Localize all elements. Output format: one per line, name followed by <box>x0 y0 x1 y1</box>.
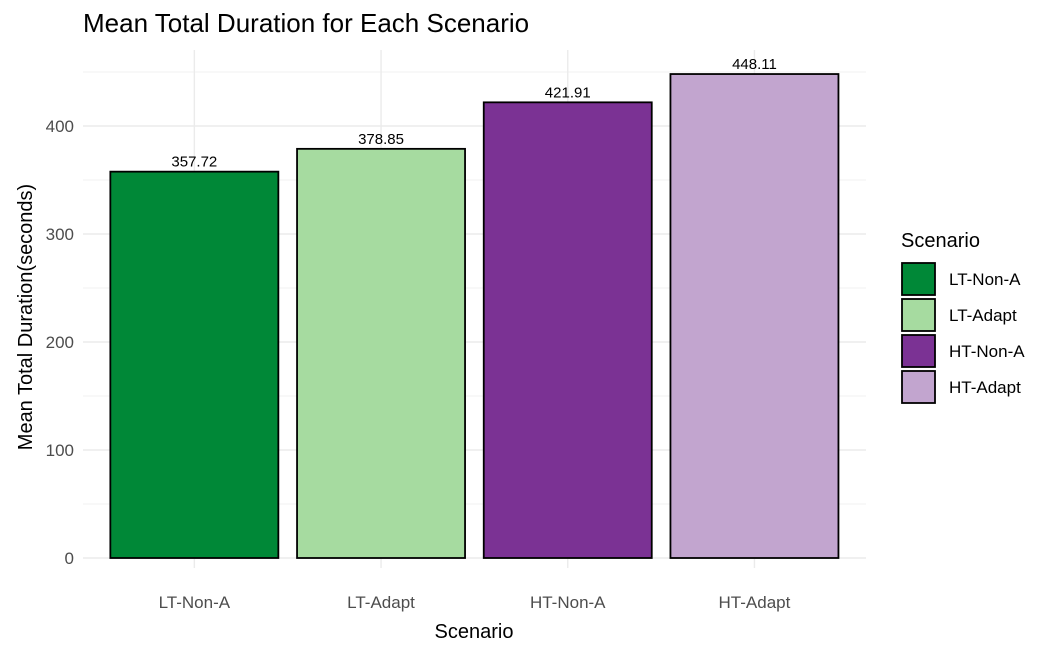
legend-label-lt-adapt: LT-Adapt <box>949 306 1017 325</box>
legend-key-lt-non-a <box>901 262 936 296</box>
data-label-ht-non-a: 421.91 <box>545 84 591 101</box>
axis-ticks: 0 100 200 300 400 LT-Non-A LT-Adapt HT-Non-A HT-… <box>46 117 791 612</box>
x-tick-label: LT-Non-A <box>159 593 231 612</box>
y-axis-title: Mean Total Duration(seconds) <box>15 184 37 450</box>
legend-label-ht-non-a: HT-Non-A <box>949 342 1025 361</box>
legend-key-lt-adapt <box>901 298 936 332</box>
x-tick-label: LT-Adapt <box>347 593 415 612</box>
chart-title: Mean Total Duration for Each Scenario <box>83 8 529 38</box>
bar-ht-non-a <box>482 101 653 559</box>
bar-ht-adapt <box>669 73 840 559</box>
y-tick-label: 200 <box>46 333 74 352</box>
data-label-lt-non-a: 357.72 <box>171 154 217 171</box>
data-label-lt-adapt: 378.85 <box>358 131 404 148</box>
legend: Scenario LT-Non-A LT-Adapt HT-Non-A HT-Adap… <box>901 230 1025 404</box>
legend-key-ht-non-a <box>901 334 936 368</box>
bar-lt-adapt <box>296 147 466 559</box>
x-tick-label: HT-Non-A <box>530 593 606 612</box>
y-tick-label: 0 <box>65 549 74 568</box>
legend-label-ht-adapt: HT-Adapt <box>949 378 1021 397</box>
data-label-ht-adapt: 448.11 <box>732 56 777 73</box>
x-axis-title: Scenario <box>435 621 514 643</box>
y-tick-label: 400 <box>46 117 74 136</box>
legend-label-lt-non-a: LT-Non-A <box>949 270 1021 289</box>
x-tick-label: HT-Adapt <box>719 593 791 612</box>
y-tick-label: 100 <box>46 441 74 460</box>
y-tick-label: 300 <box>46 225 74 244</box>
legend-key-ht-adapt <box>901 370 936 404</box>
bar-lt-non-a <box>109 170 280 559</box>
bars: 357.72 378.85 421.91 448.11 <box>109 56 840 559</box>
legend-title: Scenario <box>901 230 980 252</box>
